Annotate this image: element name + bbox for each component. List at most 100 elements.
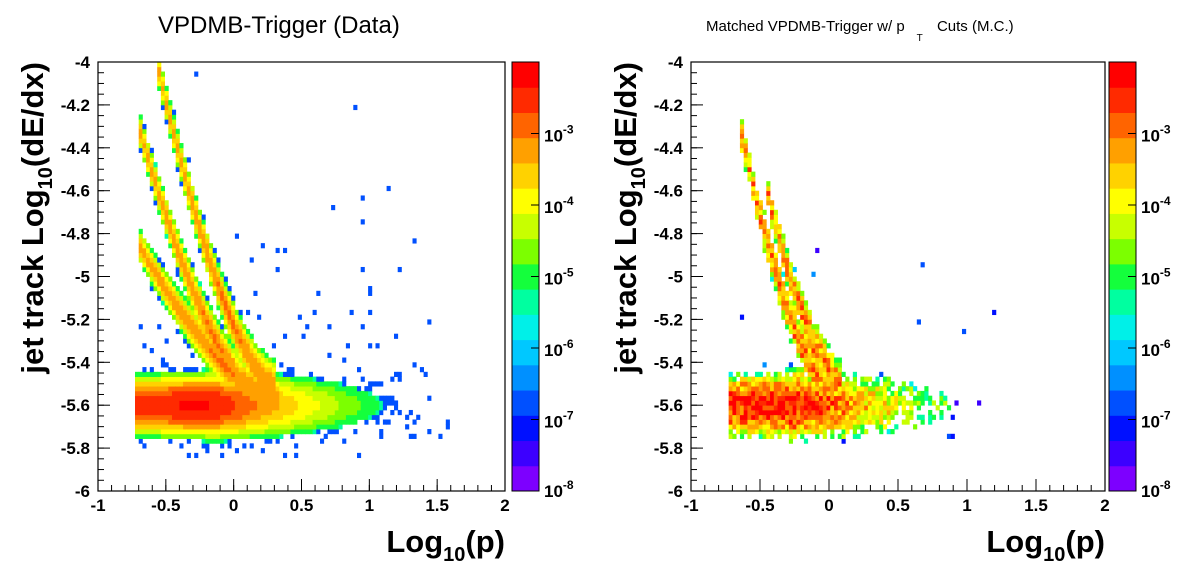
- heatmap-cell: [257, 376, 262, 382]
- heatmap-cell: [275, 266, 280, 273]
- heatmap-cell: [905, 419, 910, 425]
- heatmap-cell: [338, 400, 343, 406]
- heatmap-cell: [175, 414, 180, 420]
- heatmap-cell: [950, 433, 955, 439]
- heatmap-cell: [856, 405, 861, 411]
- heatmap-cell: [175, 233, 180, 239]
- heatmap-cell: [286, 371, 291, 377]
- heatmap-cell: [275, 381, 280, 387]
- heatmap-cell: [290, 419, 295, 425]
- heatmap-cell: [290, 395, 295, 401]
- heatmap-cell: [238, 376, 243, 382]
- heatmap-cell: [201, 348, 206, 354]
- heatmap-cell: [331, 395, 336, 401]
- heatmap-cell: [264, 405, 269, 411]
- heatmap-cell: [146, 386, 151, 392]
- heatmap-cell: [743, 424, 748, 430]
- heatmap-cell: [860, 395, 865, 401]
- heatmap-cell: [320, 438, 325, 444]
- heatmap-cell: [864, 419, 869, 425]
- heatmap-cell: [353, 400, 358, 406]
- heatmap-cell: [312, 405, 317, 411]
- heatmap-cell: [777, 386, 782, 392]
- heatmap-cell: [168, 224, 173, 230]
- heatmap-cell: [157, 433, 162, 439]
- heatmap-cell: [800, 381, 805, 387]
- heatmap-cell: [427, 319, 432, 325]
- heatmap-cell: [205, 405, 210, 411]
- heatmap-cell: [758, 219, 763, 225]
- heatmap-cell: [773, 405, 778, 411]
- heatmap-cell: [875, 400, 880, 406]
- heatmap-cell: [186, 281, 191, 287]
- heatmap-cell: [728, 386, 733, 392]
- heatmap-cell: [751, 390, 756, 397]
- heatmap-cell: [183, 433, 188, 439]
- heatmap-cell: [194, 371, 199, 377]
- heatmap-cell: [338, 390, 343, 397]
- heatmap-cell: [260, 405, 265, 411]
- heatmap-cell: [205, 390, 210, 397]
- heatmap-cell: [212, 400, 217, 406]
- heatmap-cell: [197, 228, 202, 234]
- heatmap-cell: [190, 429, 195, 435]
- heatmap-cell: [175, 157, 180, 163]
- heatmap-cell: [246, 386, 251, 392]
- heatmap-cell: [175, 395, 180, 401]
- heatmap-cell: [815, 390, 820, 397]
- heatmap-cell: [205, 343, 210, 349]
- heatmap-cell: [312, 376, 317, 382]
- heatmap-cell: [157, 286, 162, 292]
- heatmap-cell: [728, 424, 733, 430]
- heatmap-cell: [747, 395, 752, 401]
- heatmap-cell: [796, 419, 801, 425]
- heatmap-cell: [792, 433, 797, 439]
- heatmap-cell: [153, 371, 158, 377]
- heatmap-cell: [803, 305, 809, 311]
- heatmap-cell: [194, 343, 199, 349]
- heatmap-cell: [815, 352, 820, 358]
- heatmap-cell: [186, 324, 191, 330]
- heatmap-cell: [845, 386, 850, 392]
- heatmap-cell: [770, 400, 775, 406]
- heatmap-cell: [179, 400, 184, 406]
- heatmap-cell: [160, 190, 165, 196]
- heatmap-cell: [216, 414, 221, 420]
- heatmap-cell: [253, 433, 258, 439]
- heatmap-cell: [183, 276, 188, 282]
- heatmap-cell: [179, 166, 184, 173]
- heatmap-cell: [818, 371, 824, 377]
- heatmap-cell: [135, 405, 140, 411]
- heatmap-cell: [220, 352, 225, 358]
- heatmap-cell: [875, 424, 880, 430]
- heatmap-cell: [830, 390, 835, 397]
- heatmap-cell: [209, 262, 214, 268]
- heatmap-cell: [153, 286, 158, 292]
- heatmap-cell: [205, 295, 210, 301]
- heatmap-cell: [190, 214, 195, 220]
- heatmap-cell: [149, 276, 154, 282]
- heatmap-cell: [179, 176, 184, 182]
- heatmap-cell: [205, 328, 210, 335]
- heatmap-cell: [323, 390, 328, 397]
- heatmap-cell: [179, 386, 184, 392]
- heatmap-cell: [223, 300, 228, 306]
- heatmap-cell: [807, 414, 812, 420]
- heatmap-cell: [364, 419, 369, 425]
- heatmap-cell: [826, 357, 831, 363]
- heatmap-cell: [190, 300, 195, 306]
- heatmap-cell: [201, 433, 206, 439]
- heatmap-cell: [338, 386, 343, 392]
- heatmap-cell: [837, 424, 842, 430]
- heatmap-cell: [308, 381, 313, 387]
- heatmap-cell: [792, 276, 797, 282]
- heatmap-cell: [209, 314, 214, 320]
- heatmap-cell: [209, 343, 214, 349]
- heatmap-cell: [807, 367, 812, 373]
- heatmap-cell: [818, 414, 824, 420]
- heatmap-cell: [194, 214, 199, 220]
- heatmap-cell: [157, 185, 162, 192]
- heatmap-cell: [209, 357, 214, 363]
- heatmap-cell: [246, 357, 251, 363]
